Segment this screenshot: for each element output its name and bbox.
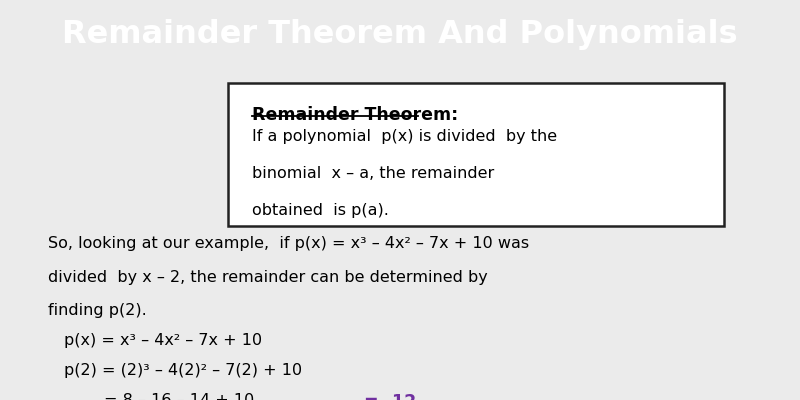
Text: Remainder Theorem:: Remainder Theorem: [252,106,458,124]
Text: = 8 – 16 – 14 + 10: = 8 – 16 – 14 + 10 [104,393,254,400]
Text: Remainder Theorem And Polynomials: Remainder Theorem And Polynomials [62,19,738,50]
Text: So, looking at our example,  if p(x) = x³ – 4x² – 7x + 10 was: So, looking at our example, if p(x) = x³… [48,236,529,251]
Text: = -12: = -12 [364,393,416,400]
FancyBboxPatch shape [228,83,724,226]
Text: If a polynomial  p(x) is divided  by the: If a polynomial p(x) is divided by the [252,130,557,144]
Text: binomial  x – a, the remainder: binomial x – a, the remainder [252,166,494,181]
Text: finding p(2).: finding p(2). [48,303,146,318]
Text: p(x) = x³ – 4x² – 7x + 10: p(x) = x³ – 4x² – 7x + 10 [64,333,262,348]
Text: p(2) = (2)³ – 4(2)² – 7(2) + 10: p(2) = (2)³ – 4(2)² – 7(2) + 10 [64,363,302,378]
Text: divided  by x – 2, the remainder can be determined by: divided by x – 2, the remainder can be d… [48,270,488,285]
Text: obtained  is p(a).: obtained is p(a). [252,203,389,218]
